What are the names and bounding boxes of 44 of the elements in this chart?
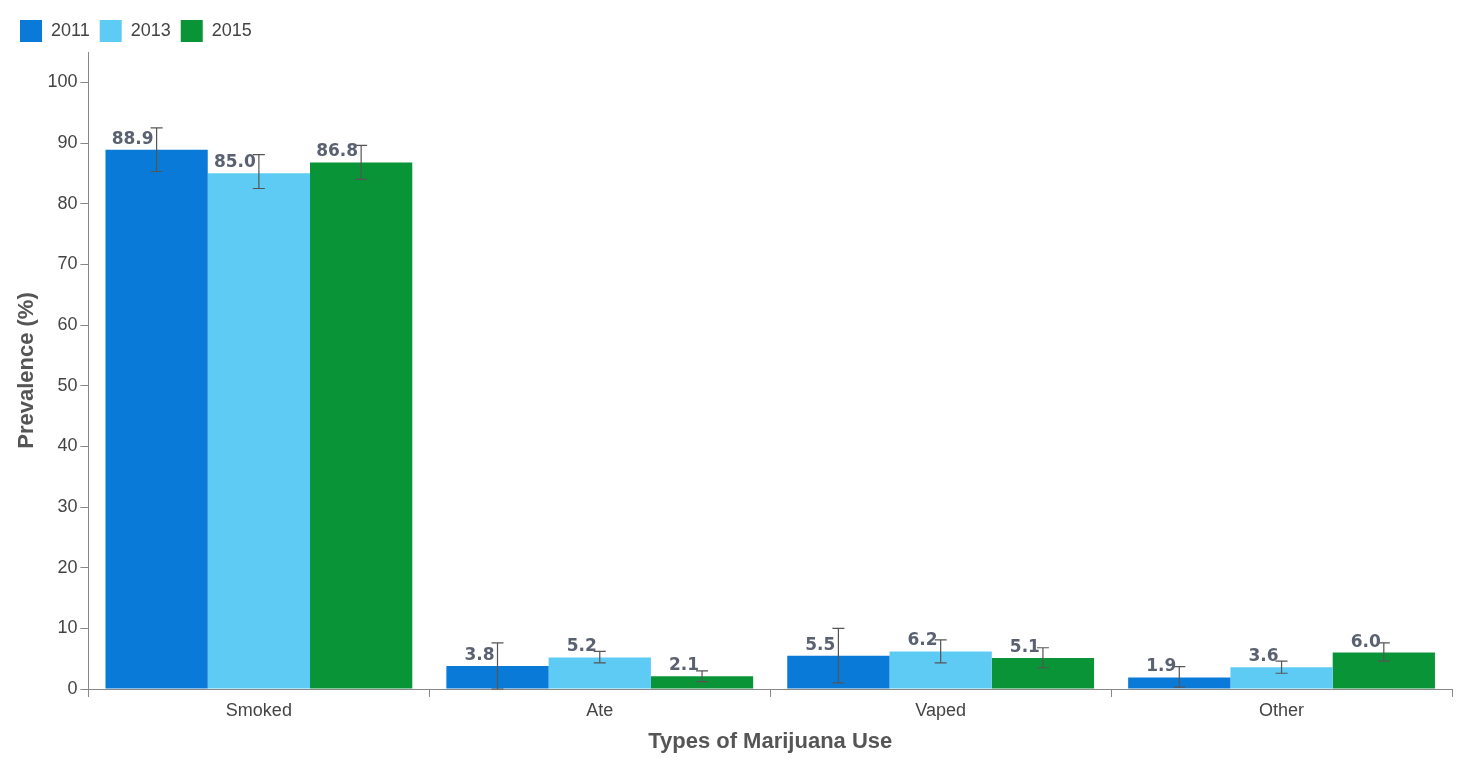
bar [548, 657, 651, 689]
data-label: 3.8 [464, 643, 495, 664]
legend-label: 2011 [51, 19, 90, 40]
bar [1332, 652, 1435, 689]
x-tick-label: Other [1259, 699, 1305, 720]
legend-label: 2013 [130, 19, 171, 40]
y-tick-label: 100 [47, 71, 78, 92]
data-label: 3.6 [1248, 645, 1279, 666]
y-tick-label: 10 [57, 617, 78, 638]
bar [446, 665, 549, 689]
bar [991, 658, 1095, 689]
bar [105, 149, 208, 689]
x-axis-title: Types of Marijuana Use [648, 727, 893, 753]
y-tick-label: 50 [57, 374, 78, 395]
y-tick-label: 80 [57, 192, 78, 213]
bar [1230, 667, 1333, 689]
y-tick-label: 0 [67, 677, 78, 698]
bar [787, 655, 890, 689]
y-tick-label: 60 [57, 313, 78, 334]
x-tick-label: Vaped [915, 699, 967, 720]
y-tick-label: 40 [57, 435, 78, 456]
data-label: 85.0 [213, 151, 257, 172]
data-label: 6.0 [1350, 630, 1381, 651]
x-tick-label: Smoked [225, 699, 292, 720]
legend-label: 2015 [211, 19, 252, 40]
data-label: 5.5 [805, 633, 836, 654]
y-axis-title: Prevalence (%) [13, 292, 39, 449]
data-label: 2.1 [668, 654, 700, 675]
y-tick-label: 90 [57, 131, 78, 152]
bar [207, 173, 311, 689]
y-tick-label: 70 [57, 253, 78, 274]
data-label: 86.8 [316, 140, 359, 161]
data-label: 6.2 [907, 629, 938, 650]
bar [310, 162, 413, 689]
data-label: 5.2 [566, 635, 597, 656]
bar [889, 651, 992, 689]
x-tick-label: Ate [586, 699, 614, 720]
data-label: 5.1 [1009, 635, 1040, 656]
bar [1128, 677, 1231, 689]
data-label: 88.9 [111, 127, 154, 148]
data-label: 1.9 [1146, 655, 1177, 676]
y-tick-label: 30 [57, 495, 78, 516]
bar [650, 676, 754, 689]
y-tick-label: 20 [57, 556, 78, 577]
